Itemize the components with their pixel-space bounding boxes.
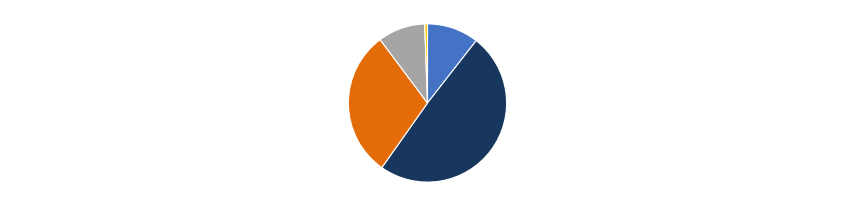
Wedge shape [380, 24, 428, 103]
Wedge shape [348, 40, 428, 168]
Wedge shape [425, 24, 428, 103]
Wedge shape [382, 41, 507, 182]
Wedge shape [428, 24, 476, 103]
